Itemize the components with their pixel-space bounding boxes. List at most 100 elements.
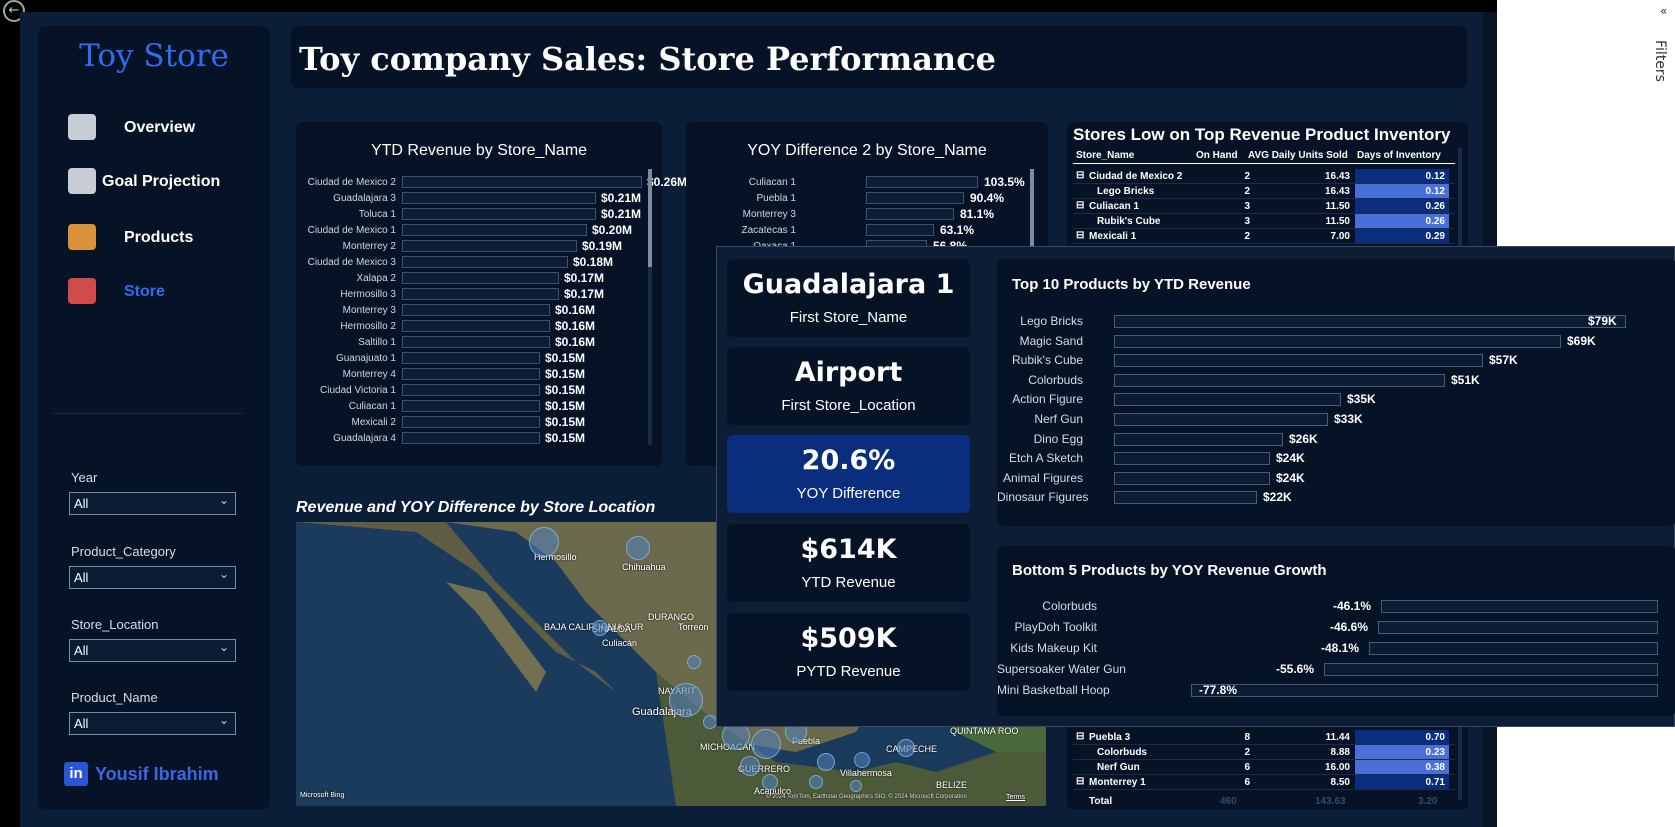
ytd-category-label: Culiacan 1 (348, 401, 396, 412)
top10-bar[interactable] (1114, 491, 1257, 505)
top10-bar[interactable] (1114, 373, 1445, 387)
kpi-label: First Store_Location (781, 397, 916, 414)
on-hand-cell: 3 (1244, 201, 1250, 212)
slicer-dropdown-store-location[interactable]: All ⌄ (69, 639, 236, 662)
top10-bar[interactable] (1114, 452, 1270, 466)
top10-bar[interactable] (1114, 393, 1341, 407)
bottom5-bar[interactable] (1381, 600, 1658, 613)
ytd-bar[interactable] (402, 336, 550, 348)
store-revenue-bubble[interactable] (669, 683, 703, 717)
ytd-bar[interactable] (402, 224, 587, 236)
top10-bar[interactable] (1114, 354, 1483, 368)
bottom5-bar[interactable] (1191, 684, 1658, 697)
author-link[interactable]: Yousif Ibrahim (95, 764, 219, 784)
ytd-bar[interactable] (402, 304, 550, 316)
top10-bar[interactable] (1114, 334, 1561, 348)
bottom5-bar[interactable] (1378, 621, 1658, 634)
table-row[interactable] (1073, 214, 1455, 229)
slicer-dropdown-product-name[interactable]: All ⌄ (69, 712, 236, 735)
store-revenue-bubble[interactable] (854, 752, 870, 768)
on-hand-cell: 2 (1244, 171, 1250, 182)
back-icon[interactable]: ← (3, 0, 25, 22)
yoy-bar[interactable] (866, 192, 964, 204)
store-revenue-bubble[interactable] (626, 536, 650, 560)
ytd-bar[interactable] (402, 240, 577, 252)
bottom5-data-label: -48.1% (1321, 641, 1360, 655)
yoy-scroll-thumb[interactable] (1030, 169, 1034, 249)
nav-item-overview[interactable]: Overview (64, 112, 254, 144)
bottom5-bar[interactable] (1369, 642, 1658, 655)
brand-title: Toy Store (79, 38, 229, 74)
store-revenue-bubble[interactable] (703, 715, 717, 729)
ytd-bar[interactable] (402, 208, 596, 220)
store-revenue-bubble[interactable] (897, 739, 915, 757)
table-row[interactable] (1073, 730, 1455, 745)
inventory-column-header[interactable]: Days of Inventory (1357, 150, 1441, 161)
slicer-dropdown-product-category[interactable]: All ⌄ (69, 566, 236, 589)
store-revenue-bubble[interactable] (529, 527, 559, 557)
store-revenue-bubble[interactable] (592, 620, 608, 636)
inventory-column-header[interactable]: AVG Daily Units Sold (1248, 150, 1348, 161)
table-row[interactable] (1073, 169, 1455, 184)
ytd-bar[interactable] (402, 320, 550, 332)
table-row[interactable] (1073, 199, 1455, 214)
store-revenue-bubble[interactable] (740, 756, 760, 776)
filters-pane-label[interactable]: Filters (1652, 40, 1668, 82)
table-row[interactable] (1073, 745, 1455, 760)
table-row[interactable] (1073, 229, 1455, 244)
nav-item-products[interactable]: Products (64, 222, 254, 254)
ytd-scrollbar[interactable] (648, 169, 652, 445)
linkedin-icon[interactable]: in (64, 762, 88, 786)
store-revenue-bubble[interactable] (751, 729, 781, 759)
table-row[interactable] (1073, 184, 1455, 199)
ytd-category-label: Mexicali 2 (351, 417, 396, 428)
store-revenue-bubble[interactable] (762, 774, 778, 790)
top10-bar[interactable] (1114, 432, 1283, 446)
collapse-icon[interactable]: « (1660, 4, 1668, 18)
ytd-bar[interactable] (402, 256, 568, 268)
store-revenue-bubble[interactable] (817, 753, 835, 771)
ytd-bar[interactable] (402, 352, 540, 364)
table-row[interactable] (1073, 760, 1455, 775)
bottom5-bar[interactable] (1324, 663, 1658, 676)
ytd-bar[interactable] (402, 384, 540, 396)
ytd-bar[interactable] (402, 176, 642, 188)
ytd-bar[interactable] (402, 416, 540, 428)
map-place-label: DURANGO (648, 612, 695, 622)
ytd-bar[interactable] (402, 192, 596, 204)
ytd-category-label: Ciudad de Mexico 1 (307, 225, 396, 236)
bottom5-data-label: -77.8% (1199, 683, 1238, 697)
expand-toggle-icon[interactable]: ⊟ (1076, 200, 1085, 211)
inventory-column-header[interactable]: On Hand (1196, 150, 1238, 161)
ytd-bar[interactable] (402, 432, 540, 444)
ytd-bar[interactable] (402, 288, 559, 300)
inventory-column-header[interactable]: Store_Name (1076, 150, 1135, 161)
map-place-label: Acapulco (754, 786, 792, 796)
yoy-bar[interactable] (866, 224, 934, 236)
yoy-bar[interactable] (866, 208, 954, 220)
top10-category-label: Etch A Sketch (1008, 451, 1083, 466)
store-revenue-bubble[interactable] (850, 780, 862, 792)
map-terms-link[interactable]: Terms (1006, 794, 1026, 801)
ytd-bar[interactable] (402, 368, 540, 380)
ytd-category-label: Guanajuato 1 (335, 353, 396, 364)
store-revenue-bubble[interactable] (687, 655, 701, 669)
top10-bar[interactable] (1114, 413, 1328, 426)
expand-toggle-icon[interactable]: ⊟ (1076, 230, 1085, 241)
ytd-scroll-thumb[interactable] (648, 169, 652, 267)
yoy-bar[interactable] (866, 176, 978, 188)
expand-toggle-icon[interactable]: ⊟ (1076, 731, 1085, 742)
store-revenue-bubble[interactable] (809, 775, 823, 789)
nav-item-goal-projection[interactable]: Goal Projection (64, 166, 254, 198)
ytd-bar[interactable] (402, 272, 559, 284)
top10-bar[interactable] (1114, 471, 1270, 485)
top10-bar[interactable] (1114, 315, 1626, 328)
ytd-bar[interactable] (402, 400, 540, 412)
bottom5-data-label: -46.6% (1330, 620, 1369, 634)
slicer-dropdown-year[interactable]: All ⌄ (69, 492, 236, 515)
days-inventory-value: 0.12 (1425, 186, 1445, 197)
expand-toggle-icon[interactable]: ⊟ (1076, 776, 1085, 787)
table-row[interactable] (1073, 775, 1455, 790)
expand-toggle-icon[interactable]: ⊟ (1076, 170, 1085, 181)
nav-item-store[interactable]: Store (64, 276, 254, 308)
